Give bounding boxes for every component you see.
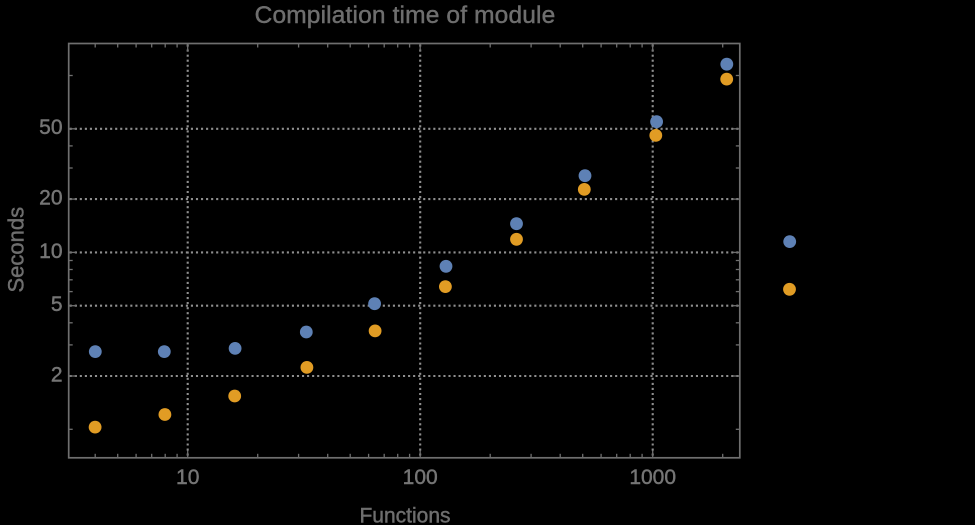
- svg-text:10: 10: [39, 240, 62, 263]
- svg-text:20: 20: [39, 187, 62, 210]
- svg-text:2: 2: [51, 363, 63, 386]
- svg-text:5: 5: [51, 293, 63, 316]
- svg-text:100: 100: [403, 466, 438, 489]
- svg-text:Compilation time of module: Compilation time of module: [255, 2, 556, 29]
- svg-text:Functions: Functions: [359, 505, 450, 525]
- svg-text:10: 10: [176, 466, 199, 489]
- svg-text:50: 50: [39, 116, 62, 139]
- svg-text:1000: 1000: [629, 466, 676, 489]
- svg-text:Seconds: Seconds: [4, 207, 29, 293]
